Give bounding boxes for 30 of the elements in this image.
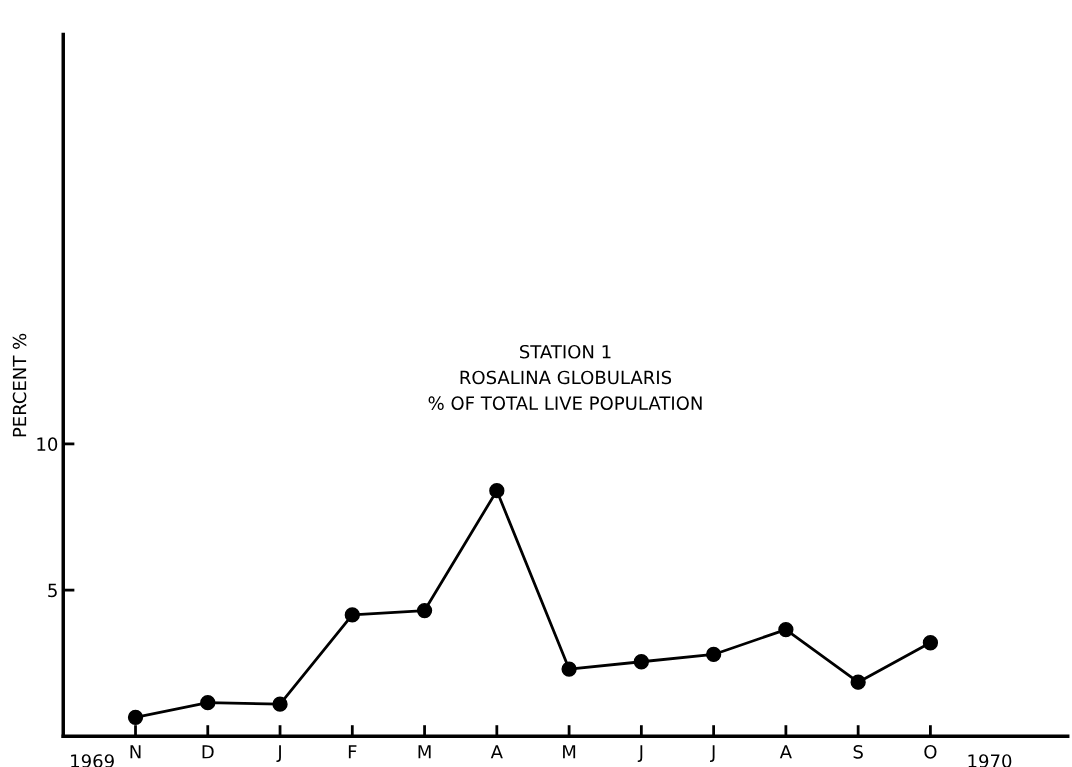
y-axis-title: PERCENT % [12,333,27,437]
y-tick-label: 5 [48,583,57,598]
point [127,709,144,725]
point [489,483,505,499]
point [561,661,577,677]
point [200,695,216,711]
text: 1969 [71,754,114,767]
x-tick-label: A [779,745,792,759]
point [344,607,360,623]
point [416,602,433,619]
point [778,621,794,638]
x-tick-label: M [418,745,431,759]
x-tick-label: M [563,745,576,759]
x-tick-label: F [348,745,357,759]
point [922,635,939,651]
x-tick-label: O [924,744,937,759]
text: STATION 1 ROSALINA GLOBULARIS % OF TOTAL LIVE POPULATION [428,344,702,410]
x-tick-label: J [637,745,643,762]
point [633,654,649,670]
x-tick-label: J [710,745,715,762]
x-tick-label: D [202,745,214,759]
point [272,696,288,712]
point [705,646,722,663]
y-tick-label: 10 [37,437,58,452]
x-tick-label: A [490,745,503,759]
point [850,674,866,690]
x-tick-label: J [276,745,281,762]
text: 1970 [968,754,1012,767]
x-tick-label: S [853,744,863,759]
x-tick-label: N [130,745,141,759]
